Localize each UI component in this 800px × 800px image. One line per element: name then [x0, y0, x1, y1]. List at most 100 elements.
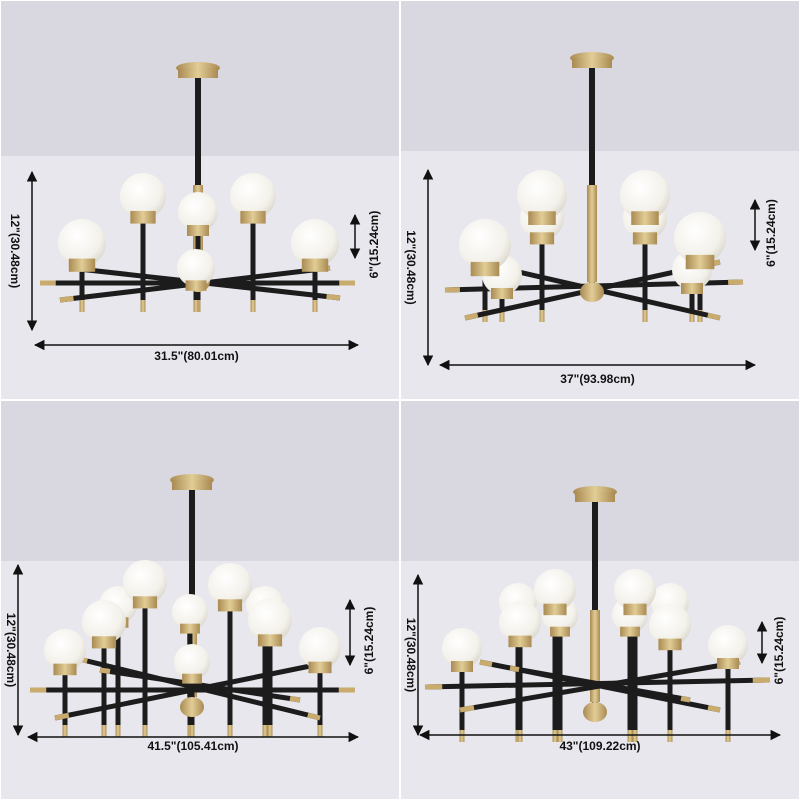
stem-tip: [250, 300, 256, 312]
width-label: 37"(93.98cm): [560, 372, 634, 386]
holder: [308, 661, 332, 674]
holder: [491, 288, 513, 299]
stem: [667, 646, 673, 740]
arm-tip: [59, 295, 74, 303]
stem: [62, 671, 68, 735]
arm: [99, 667, 301, 703]
globe: [172, 594, 208, 630]
holder: [470, 261, 500, 277]
arm-tip: [99, 667, 111, 674]
holder: [130, 210, 156, 224]
holder: [301, 258, 329, 272]
holder: [528, 211, 556, 225]
hub: [580, 282, 604, 302]
stem-tip: [697, 310, 703, 322]
globe: [299, 627, 341, 669]
stem: [642, 220, 648, 320]
stem-tip: [312, 300, 318, 312]
stem-tip: [267, 725, 273, 737]
stem: [482, 271, 488, 320]
stem: [539, 220, 545, 320]
width-label: 41.5"(105.41cm): [147, 739, 238, 753]
globe: [123, 560, 167, 604]
panel: 12"(30.48cm) 41.5"(105.41cm) 6"(15.24cm): [1, 401, 399, 799]
stem-tip: [689, 310, 695, 322]
holder: [182, 673, 202, 684]
holder: [451, 661, 473, 672]
holder: [529, 232, 555, 245]
height-label: 12"(30.48cm): [4, 613, 18, 687]
globe: [620, 170, 670, 220]
holder: [185, 280, 207, 291]
holder: [632, 232, 658, 245]
stem-tip: [459, 730, 465, 742]
globe: [708, 625, 748, 665]
rod-gold: [590, 610, 600, 702]
arm-tip: [326, 294, 341, 301]
drop-label: 6"(15.24cm): [362, 607, 376, 675]
arm: [54, 659, 331, 721]
canopy-body: [172, 480, 212, 490]
stem: [193, 287, 199, 310]
height-label: 12"(30.48cm): [404, 618, 418, 692]
panel: 12"(30.48cm) 43"(109.22cm) 6"(15.24cm): [401, 401, 799, 799]
ceiling: [401, 1, 799, 151]
globe: [674, 212, 726, 264]
holder: [620, 626, 640, 637]
width-label: 31.5"(80.01cm): [154, 349, 238, 363]
globe: [534, 569, 576, 611]
globe: [248, 598, 292, 642]
stem-tip: [725, 730, 731, 742]
hub: [180, 697, 204, 717]
width-label: 43"(109.22cm): [559, 739, 640, 753]
globe: [649, 604, 691, 646]
globe: [230, 173, 276, 219]
stem-tip: [101, 725, 107, 737]
holder: [53, 663, 77, 676]
holder: [658, 638, 682, 651]
stem-tip: [142, 725, 148, 737]
stem: [517, 643, 523, 740]
ceiling: [401, 401, 799, 561]
stem-tip: [317, 725, 323, 737]
globe: [177, 249, 215, 287]
holder: [685, 254, 715, 270]
stem-tip: [227, 725, 233, 737]
globe: [614, 569, 656, 611]
stem-tip: [189, 725, 195, 737]
stem: [632, 611, 638, 740]
canopy-body: [575, 492, 615, 502]
globe: [442, 628, 482, 668]
arm-tip: [509, 665, 520, 673]
stem: [725, 665, 731, 740]
stem: [262, 624, 268, 735]
arm-tip: [289, 696, 301, 703]
holder: [631, 211, 659, 225]
holder: [681, 283, 703, 294]
globe: [208, 563, 252, 607]
arm-tip: [459, 705, 475, 713]
globe: [291, 219, 339, 267]
drop-label: 6"(15.24cm): [772, 617, 786, 685]
holder: [257, 634, 283, 647]
holder: [543, 603, 567, 616]
stem: [459, 668, 465, 740]
globe: [44, 629, 86, 671]
height-label: 12"(30.48cm): [8, 214, 22, 288]
stem: [79, 267, 85, 310]
holder: [180, 623, 200, 634]
stem-tip: [193, 300, 199, 312]
stem: [140, 219, 146, 310]
holder: [187, 225, 209, 236]
stem: [312, 267, 318, 310]
globe: [120, 173, 166, 219]
stem: [142, 604, 148, 735]
stem-tip: [667, 730, 673, 742]
stem: [250, 219, 256, 310]
stem-tip: [262, 725, 268, 737]
stem-tip: [517, 730, 523, 742]
panel: 12"(30.48cm) 31.5"(80.01cm) 6"(15.24cm): [1, 1, 399, 399]
globe: [459, 219, 511, 271]
stem-tip: [62, 725, 68, 737]
